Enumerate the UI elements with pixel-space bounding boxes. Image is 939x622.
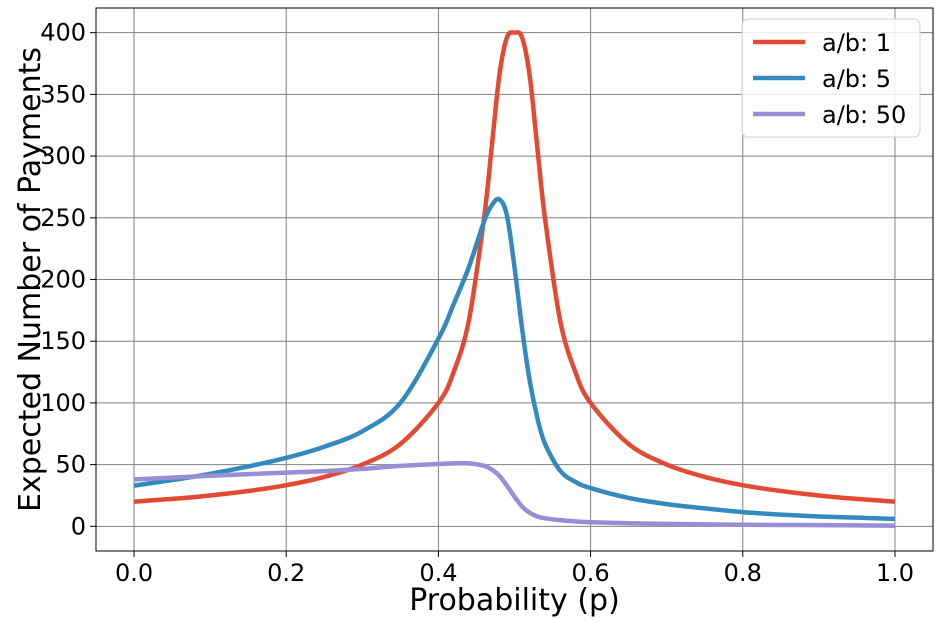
x-axis-title: Probability (p) — [409, 583, 620, 618]
y-tick-label: 50 — [55, 451, 86, 479]
x-tick-label: 1.0 — [876, 559, 914, 587]
x-tick-label: 0.6 — [572, 559, 610, 587]
y-axis-title: Expected Number of Payments — [13, 47, 48, 512]
legend: a/b: 1 a/b: 5 a/b: 50 — [741, 18, 921, 138]
y-axis-ticks: 0 50 100 150 200 250 300 350 400 — [40, 19, 96, 540]
x-axis-ticks: 0.0 0.2 0.4 0.6 0.8 1.0 — [115, 551, 914, 587]
y-tick-label: 350 — [40, 80, 86, 108]
legend-label: a/b: 5 — [822, 65, 891, 93]
y-tick-label: 300 — [40, 142, 86, 170]
y-tick-label: 250 — [40, 204, 86, 232]
y-tick-label: 150 — [40, 327, 86, 355]
x-tick-label: 0.2 — [267, 559, 305, 587]
legend-label: a/b: 1 — [822, 29, 891, 57]
x-tick-label: 0.8 — [724, 559, 762, 587]
series-line-2 — [133, 196, 896, 522]
series-line-3 — [133, 460, 895, 528]
y-tick-label: 200 — [40, 266, 86, 294]
series-lines — [133, 30, 896, 528]
series-line-1 — [133, 30, 896, 504]
x-tick-label: 0.0 — [115, 559, 153, 587]
x-tick-label: 0.4 — [419, 559, 457, 587]
y-tick-label: 400 — [40, 19, 86, 47]
y-tick-label: 0 — [71, 512, 86, 540]
legend-label: a/b: 50 — [822, 101, 906, 129]
legend-box — [741, 18, 921, 138]
y-tick-label: 100 — [40, 389, 86, 417]
